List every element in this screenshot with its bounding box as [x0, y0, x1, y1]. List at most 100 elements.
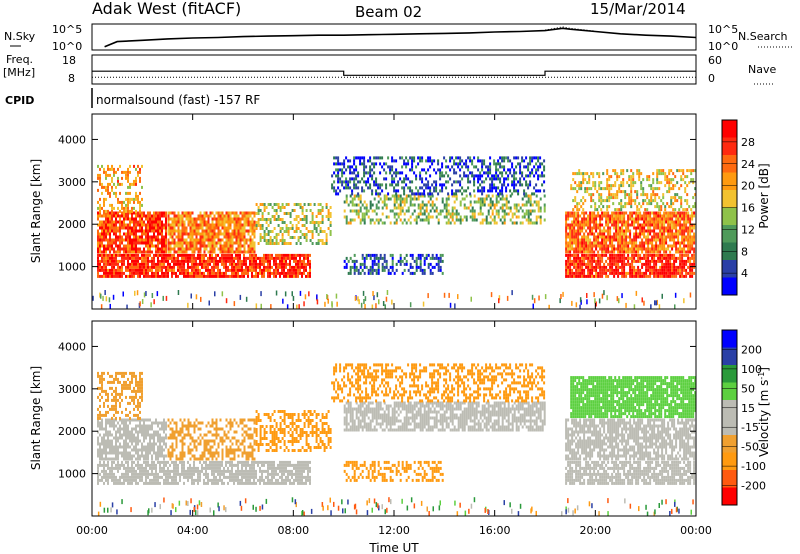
power-cell: [455, 194, 458, 198]
power-cell: [467, 168, 470, 172]
power-cell: [433, 189, 436, 193]
power-cell: [617, 259, 620, 263]
power-cell: [325, 203, 328, 206]
power-cell: [613, 274, 616, 278]
power-cell: [541, 171, 544, 175]
power-cell: [628, 193, 631, 197]
power-cell: [165, 223, 167, 227]
power-cell: [585, 250, 588, 254]
power-cell: [609, 214, 612, 218]
power-cell: [666, 178, 669, 182]
power-cell: [253, 223, 256, 227]
power-cell: [115, 226, 117, 230]
power-cell: [161, 274, 163, 278]
power-cell: [129, 244, 131, 248]
power-cell: [117, 271, 119, 275]
power-cell: [101, 232, 103, 236]
power-cell: [211, 271, 213, 275]
power-cell: [429, 194, 432, 198]
power-cell: [113, 241, 115, 245]
power-cell: [623, 262, 626, 266]
power-cell: [652, 172, 655, 176]
power-cell: [191, 217, 194, 221]
power-cell: [293, 218, 296, 221]
power-cell: [285, 259, 287, 263]
power-cell: [429, 156, 432, 160]
power-cell: [123, 214, 125, 218]
power-cell: [289, 271, 291, 275]
power-cell: [237, 217, 240, 221]
power-cell: [295, 218, 298, 221]
power-cell: [263, 236, 266, 239]
power-cell: [129, 229, 131, 233]
power-cell: [417, 253, 420, 257]
power-cell: [445, 200, 448, 204]
power-cell: [493, 218, 496, 222]
power-cell: [649, 274, 652, 278]
power-cell: [141, 238, 143, 242]
power-cell: [233, 223, 236, 227]
power-cell: [239, 253, 241, 257]
power-cell: [237, 262, 239, 266]
power-cell: [203, 241, 206, 245]
power-cell: [667, 217, 670, 221]
power-cell: [471, 218, 474, 222]
power-cell: [251, 253, 253, 257]
power-cell: [681, 274, 684, 278]
power-cell: [209, 241, 212, 245]
power-cell: [179, 247, 182, 251]
power-cell: [163, 247, 165, 251]
power-cell: [637, 226, 640, 230]
power-cell: [133, 235, 135, 239]
power-cell: [650, 199, 653, 203]
power-cell: [399, 194, 402, 198]
power-cell: [263, 209, 266, 212]
power-cell: [237, 253, 239, 257]
power-cell: [239, 217, 242, 221]
power-cell: [303, 259, 305, 263]
power-cell: [614, 169, 617, 173]
power-cell: [105, 247, 107, 251]
power-cell: [179, 265, 181, 269]
power-cell: [585, 265, 588, 269]
power-cell: [397, 206, 400, 210]
search-series-line: [544, 26, 596, 32]
power-cell: [353, 177, 356, 181]
power-cell: [383, 162, 386, 166]
power-cell: [652, 187, 655, 191]
power-cell: [605, 223, 608, 227]
power-cell: [601, 256, 604, 260]
power-cell: [591, 256, 594, 260]
power-cell: [97, 200, 99, 204]
power-cell: [269, 230, 272, 233]
power-cell: [179, 244, 182, 248]
power-cell: [153, 271, 155, 275]
power-cell: [605, 271, 608, 275]
power-cell: [685, 223, 688, 227]
power-cell: [427, 168, 430, 172]
power-cell: [179, 262, 181, 266]
power-cell: [441, 259, 444, 263]
power-cell: [239, 259, 241, 263]
power-cell: [451, 156, 454, 160]
power-cell: [485, 197, 488, 201]
power-cell: [523, 194, 526, 198]
power-cell: [345, 186, 348, 190]
power-cell: [525, 212, 528, 216]
power-cell: [167, 232, 170, 236]
power-cell: [145, 256, 147, 260]
power-cell: [473, 189, 476, 193]
power-cell: [267, 230, 270, 233]
power-cell: [187, 241, 190, 245]
power-cell: [635, 274, 638, 278]
power-cell: [263, 233, 266, 236]
power-cell: [612, 202, 615, 206]
power-cell: [209, 262, 211, 266]
power-cell: [215, 211, 218, 215]
power-cell: [661, 271, 664, 275]
power-cell: [209, 247, 212, 251]
power-cell: [485, 194, 488, 198]
power-cell: [101, 191, 103, 195]
power-cell: [163, 241, 165, 245]
power-cell: [543, 203, 546, 207]
